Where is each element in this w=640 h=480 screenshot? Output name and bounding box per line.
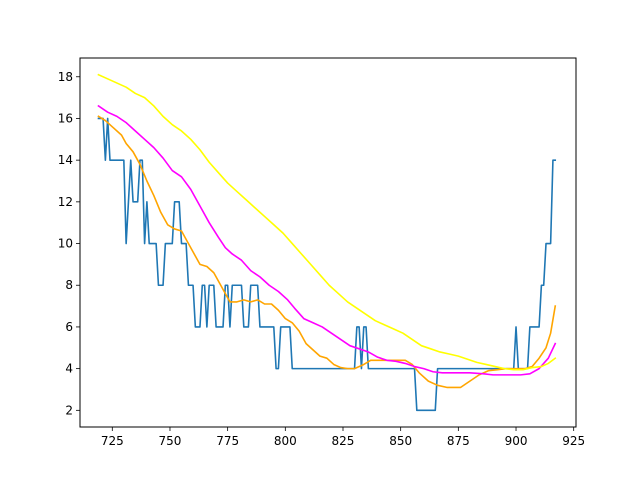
- x-tick-label: 750: [159, 434, 182, 448]
- y-axis: 2 4 6 8 10 12 14 16 18: [58, 70, 80, 417]
- series-line-2: [97, 115, 557, 389]
- y-tick-label: 16: [58, 111, 73, 125]
- y-tick-label: 2: [65, 403, 73, 417]
- series-line-1: [97, 117, 557, 412]
- x-tick-label: 900: [505, 434, 528, 448]
- x-tick-label: 850: [389, 434, 412, 448]
- y-tick-label: 4: [65, 362, 73, 376]
- x-tick-label: 825: [332, 434, 355, 448]
- y-tick-label: 14: [58, 153, 73, 167]
- x-tick-label: 775: [216, 434, 239, 448]
- series-line-4: [97, 73, 557, 371]
- series-layer: [97, 73, 557, 412]
- x-tick-label: 800: [274, 434, 297, 448]
- x-tick-label: 725: [101, 434, 124, 448]
- x-tick-label: 925: [562, 434, 585, 448]
- x-tick-label: 875: [447, 434, 470, 448]
- series-line-3: [97, 104, 557, 376]
- y-tick-label: 8: [65, 278, 73, 292]
- y-tick-label: 6: [65, 320, 73, 334]
- y-tick-label: 10: [58, 237, 73, 251]
- plot-frame: [79, 57, 577, 428]
- x-axis: 725 750 775 800 825 850 875 900 925: [101, 427, 585, 448]
- y-tick-label: 12: [58, 195, 73, 209]
- y-tick-label: 18: [58, 70, 73, 84]
